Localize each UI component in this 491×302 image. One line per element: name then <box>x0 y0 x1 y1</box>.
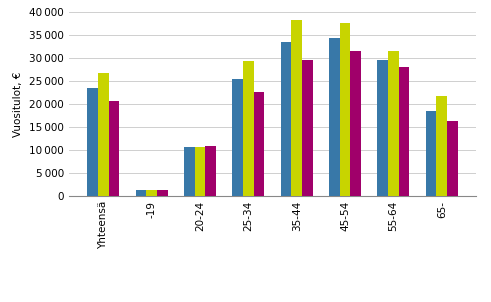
Bar <box>291 20 302 196</box>
Bar <box>109 101 119 196</box>
Bar <box>184 146 194 196</box>
Bar <box>329 38 340 196</box>
Bar <box>98 73 109 196</box>
Bar <box>281 43 291 196</box>
Bar <box>254 92 264 196</box>
Bar <box>388 51 399 196</box>
Bar <box>426 111 436 196</box>
Bar <box>146 190 157 196</box>
Bar <box>194 147 205 196</box>
Bar <box>436 96 447 196</box>
Bar <box>351 51 361 196</box>
Bar <box>302 60 313 196</box>
Bar <box>87 88 98 196</box>
Y-axis label: Vuositulot, €: Vuositulot, € <box>13 72 24 137</box>
Legend: Yhteensä, Miehet, Naiset: Yhteensä, Miehet, Naiset <box>193 298 392 302</box>
Bar <box>243 61 254 196</box>
Bar <box>205 146 216 196</box>
Bar <box>340 23 351 196</box>
Bar <box>399 67 409 196</box>
Bar <box>157 190 167 196</box>
Bar <box>378 60 388 196</box>
Bar <box>232 79 243 196</box>
Bar <box>447 121 458 196</box>
Bar <box>136 190 146 196</box>
